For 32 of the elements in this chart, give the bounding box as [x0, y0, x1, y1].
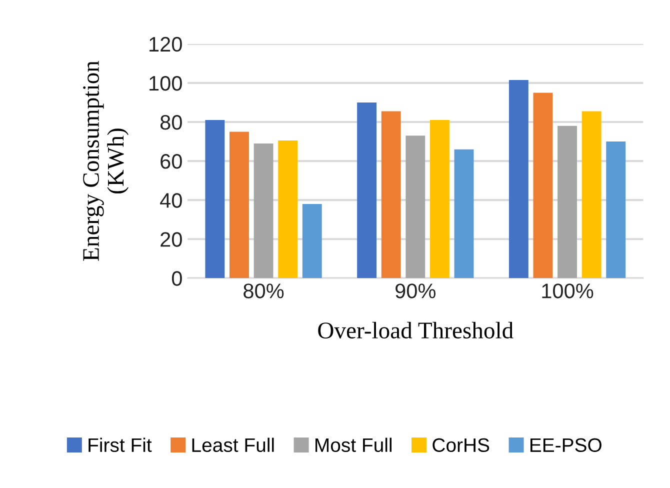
- bar: [454, 149, 474, 278]
- bar: [381, 111, 401, 278]
- bar: [406, 136, 426, 278]
- legend-label: First Fit: [88, 438, 152, 452]
- bar: [430, 120, 450, 278]
- bar: [582, 111, 602, 278]
- bar: [205, 120, 225, 278]
- legend-label: Most Full: [316, 438, 392, 452]
- bar: [357, 102, 377, 278]
- y-tick-label: 120: [150, 36, 182, 52]
- y-tick-label: 60: [160, 154, 182, 169]
- bar: [278, 140, 298, 278]
- bar: [302, 204, 322, 278]
- y-tick-label: 0: [172, 271, 182, 286]
- x-axis-title: Over-load Threshold: [318, 322, 514, 338]
- x-tick-label: 90%: [396, 284, 436, 298]
- x-tick-label: 100%: [542, 284, 594, 298]
- bar: [558, 126, 577, 278]
- legend-label: Least Full: [192, 438, 274, 452]
- legend-label: EE-PSO: [530, 438, 602, 452]
- y-tick-label: 40: [160, 193, 182, 208]
- y-tick-label: 20: [160, 232, 182, 247]
- bar: [606, 142, 626, 278]
- x-tick-label: 80%: [244, 284, 284, 298]
- y-tick-label: 100: [150, 76, 182, 91]
- legend-label: CorHS: [432, 438, 490, 452]
- bar: [230, 132, 249, 278]
- bar: [508, 80, 528, 278]
- y-tick-label: 80: [160, 115, 182, 130]
- bar: [533, 92, 553, 278]
- y-axis-title: Energy Consumption (KWh): [83, 60, 129, 261]
- bar: [254, 143, 274, 278]
